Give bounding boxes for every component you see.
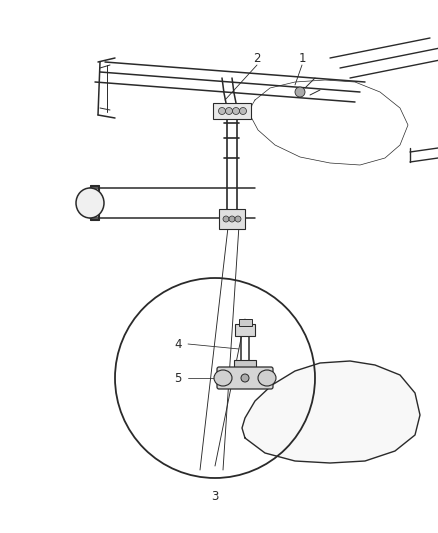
Circle shape xyxy=(233,108,240,115)
Text: 5: 5 xyxy=(174,372,182,384)
Polygon shape xyxy=(242,361,420,463)
Text: 3: 3 xyxy=(211,489,219,503)
Circle shape xyxy=(295,87,305,97)
Text: 1: 1 xyxy=(298,52,306,64)
FancyBboxPatch shape xyxy=(217,367,273,389)
Circle shape xyxy=(219,108,226,115)
FancyBboxPatch shape xyxy=(235,324,255,336)
FancyBboxPatch shape xyxy=(213,103,251,119)
Circle shape xyxy=(229,216,235,222)
Ellipse shape xyxy=(214,370,232,386)
FancyBboxPatch shape xyxy=(234,360,256,370)
Text: 4: 4 xyxy=(174,337,182,351)
FancyBboxPatch shape xyxy=(219,209,245,229)
FancyBboxPatch shape xyxy=(239,319,251,326)
Circle shape xyxy=(226,108,233,115)
Ellipse shape xyxy=(76,188,104,218)
Circle shape xyxy=(223,216,229,222)
Ellipse shape xyxy=(258,370,276,386)
Circle shape xyxy=(240,108,247,115)
Circle shape xyxy=(235,216,241,222)
Text: 2: 2 xyxy=(253,52,261,64)
Circle shape xyxy=(241,374,249,382)
